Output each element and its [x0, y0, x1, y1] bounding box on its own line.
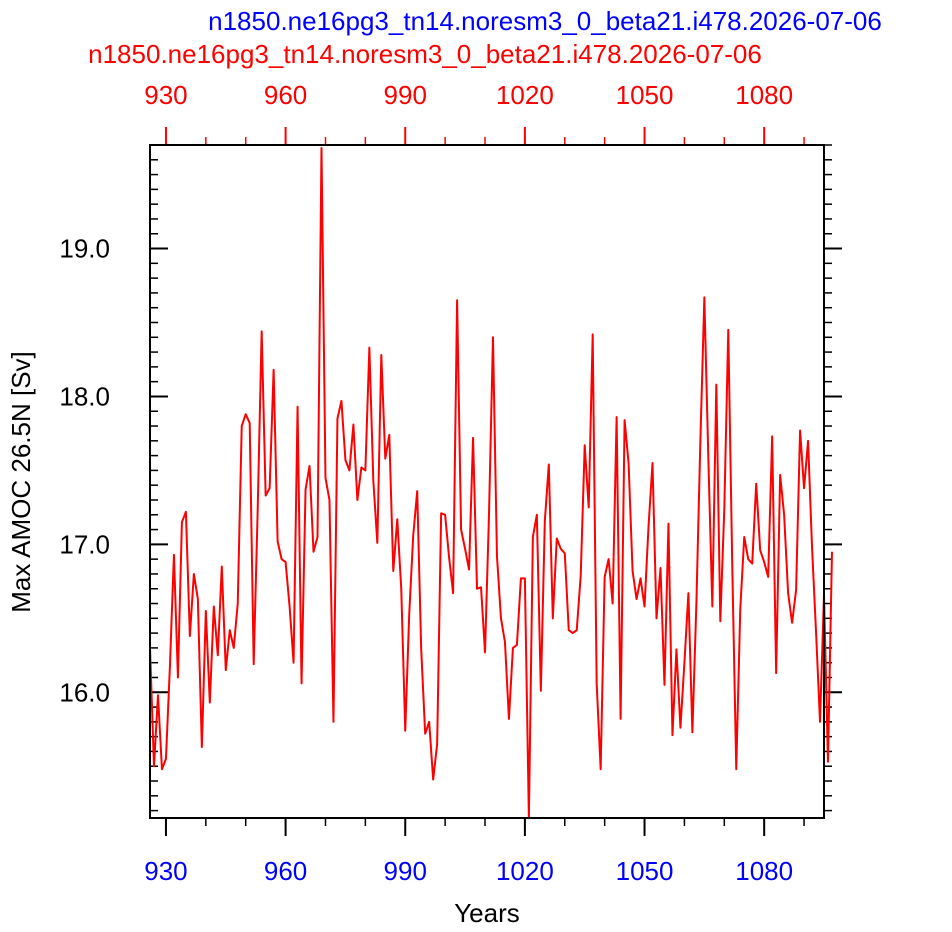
x-tick-label-bottom: 1020: [496, 856, 554, 886]
x-tick-label-top: 930: [144, 80, 187, 110]
y-axis-label: Max AMOC 26.5N [Sv]: [6, 351, 36, 613]
chart-title-line-2: n1850.ne16pg3_tn14.noresm3_0_beta21.i478…: [88, 39, 762, 69]
left-axis-tick-labels: 16.0 17.0 18.0 19.0: [59, 234, 110, 708]
x-tick-label-bottom: 1050: [616, 856, 674, 886]
x-tick-label-bottom: 990: [384, 856, 427, 886]
x-tick-label-bottom: 960: [264, 856, 307, 886]
x-tick-label-top: 1020: [496, 80, 554, 110]
series-layer: [149, 146, 833, 819]
series-line: [149, 146, 833, 819]
bottom-axis-tick-labels: 930 960 990 1020 1050 1080: [144, 856, 793, 886]
x-tick-label-bottom: 930: [144, 856, 187, 886]
y-tick-label: 19.0: [59, 234, 110, 264]
chart-title-line-1: n1850.ne16pg3_tn14.noresm3_0_beta21.i478…: [208, 6, 882, 36]
x-tick-label-top: 960: [264, 80, 307, 110]
x-tick-label-top: 1050: [616, 80, 674, 110]
y-tick-label: 17.0: [59, 529, 110, 559]
x-tick-label-top: 1080: [735, 80, 793, 110]
x-tick-label-bottom: 1080: [735, 856, 793, 886]
x-axis-label: Years: [454, 898, 520, 928]
top-axis-tick-labels: 930 960 990 1020 1050 1080: [144, 80, 793, 110]
axis-ticks: [150, 127, 842, 836]
y-tick-label: 16.0: [59, 677, 110, 707]
x-tick-label-top: 990: [384, 80, 427, 110]
y-tick-label: 18.0: [59, 381, 110, 411]
plot-frame: [149, 144, 825, 819]
